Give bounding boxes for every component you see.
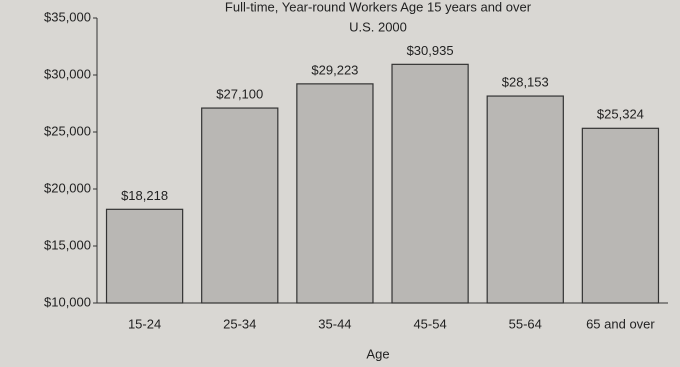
chart-subtitle: U.S. 2000 bbox=[349, 19, 407, 34]
x-tick-label: 35-44 bbox=[318, 316, 351, 331]
value-label: $30,935 bbox=[407, 43, 454, 58]
y-tick-label: $35,000 bbox=[44, 9, 91, 24]
y-tick-label: $20,000 bbox=[44, 180, 91, 195]
y-tick-label: $30,000 bbox=[44, 66, 91, 81]
x-tick-label: 15-24 bbox=[128, 316, 161, 331]
x-tick-label: 55-64 bbox=[509, 316, 542, 331]
value-label: $28,153 bbox=[502, 74, 549, 89]
value-label: $29,223 bbox=[311, 62, 358, 77]
bar bbox=[581, 127, 660, 304]
y-tick-label: $10,000 bbox=[44, 294, 91, 309]
x-axis-label: Age bbox=[366, 346, 389, 361]
bar bbox=[296, 83, 374, 304]
bar bbox=[105, 208, 184, 304]
x-tick-label: 45-54 bbox=[413, 316, 446, 331]
bar bbox=[201, 107, 279, 304]
value-label: $18,218 bbox=[121, 188, 168, 203]
x-tick-label: 65 and over bbox=[586, 316, 655, 331]
value-label: $25,324 bbox=[597, 107, 644, 122]
chart-title: Full-time, Year-round Workers Age 15 yea… bbox=[225, 0, 532, 14]
x-tick-label: 25-34 bbox=[223, 316, 256, 331]
bar bbox=[391, 63, 469, 304]
y-tick-label: $25,000 bbox=[44, 123, 91, 138]
value-label: $27,100 bbox=[216, 86, 263, 101]
y-tick-label: $15,000 bbox=[44, 237, 91, 252]
bar bbox=[486, 95, 564, 304]
